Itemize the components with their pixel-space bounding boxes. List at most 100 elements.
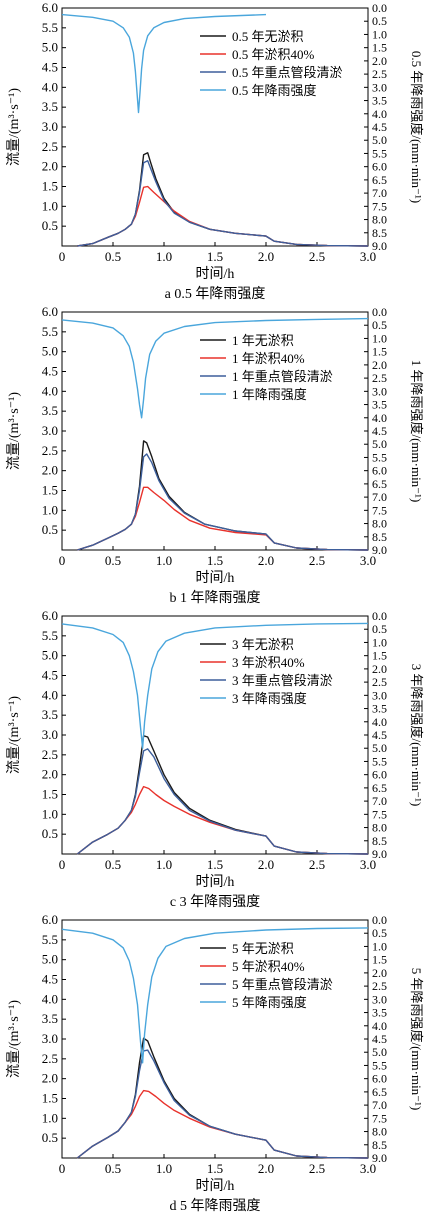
legend-label: 0.5 年无淤积 xyxy=(232,29,304,44)
y2-tick-label: 1.0 xyxy=(372,939,387,953)
y2-tick-label: 2.0 xyxy=(372,662,387,676)
y-tick-label: 4.0 xyxy=(42,991,58,1006)
y-tick-label: 3.5 xyxy=(42,707,58,722)
x-tick-label: 0.5 xyxy=(105,1161,121,1176)
series-line-3 xyxy=(76,1049,369,1159)
x-tick-label: 0 xyxy=(59,553,66,568)
y-tick-label: 2.5 xyxy=(42,747,58,762)
y2-tick-label: 5.5 xyxy=(372,146,387,160)
series-line-3 xyxy=(77,453,369,551)
y-tick-label: 0.5 xyxy=(42,522,58,537)
legend-label: 3 年降雨强度 xyxy=(232,691,307,706)
y-tick-label: 4.0 xyxy=(42,79,58,94)
y-tick-label: 2.0 xyxy=(42,767,58,782)
y2-tick-label: 6.5 xyxy=(372,477,387,491)
y2-tick-label: 9.0 xyxy=(372,239,387,253)
y-tick-label: 2.5 xyxy=(42,1051,58,1066)
y-tick-label: 3.0 xyxy=(42,727,58,742)
x-tick-label: 2.0 xyxy=(258,553,274,568)
y-tick-label: 1.5 xyxy=(42,179,58,194)
chart-panel-1: 0 0.5 1.0 1.5 2.0 2.5 3.00.51.01.52.02.53.03.5… xyxy=(6,0,424,302)
y-tick-label: 1.0 xyxy=(42,806,58,821)
x-tick-label: 0.5 xyxy=(105,249,121,264)
legend-label: 1 年重点管段清淤 xyxy=(232,369,333,384)
series-line-2 xyxy=(76,785,369,855)
y-tick-label: 5.5 xyxy=(42,932,58,947)
y2-tick-label: 0.0 xyxy=(372,609,387,623)
y2-tick-label: 5.0 xyxy=(372,1045,387,1059)
series-line-1 xyxy=(77,440,369,551)
y2-tick-label: 0.5 xyxy=(372,622,387,636)
x-tick-label: 2.5 xyxy=(309,1161,325,1176)
y2-tick-label: 5.5 xyxy=(372,754,387,768)
y2-tick-label: 3.5 xyxy=(372,94,387,108)
y2-tick-label: 5.0 xyxy=(372,437,387,451)
x-axis-title: 时间/h xyxy=(196,1178,235,1194)
series-line-4 xyxy=(61,317,369,419)
y2-tick-label: 0.0 xyxy=(372,913,387,927)
y2-tick-label: 4.0 xyxy=(372,1019,387,1033)
y2-tick-label: 9.0 xyxy=(372,543,387,557)
y-tick-label: 5.0 xyxy=(42,344,58,359)
y-tick-label: 2.5 xyxy=(42,139,58,154)
x-tick-label: 3.0 xyxy=(360,1161,376,1176)
y2-tick-label: 1.5 xyxy=(372,41,387,55)
y-tick-label: 0.5 xyxy=(42,826,58,841)
y2-tick-label: 2.0 xyxy=(372,54,387,68)
y-tick-label: 1.0 xyxy=(42,1110,58,1125)
x-tick-label: 2.5 xyxy=(309,249,325,264)
y-tick-label: 6.0 xyxy=(42,608,58,623)
series-line-4 xyxy=(61,927,369,1064)
series-line-1 xyxy=(76,1037,369,1159)
y2-tick-label: 6.0 xyxy=(372,768,387,782)
y-tick-label: 3.5 xyxy=(42,403,58,418)
y2-tick-label: 9.0 xyxy=(372,847,387,861)
plot-frame xyxy=(61,7,369,247)
y-tick-label: 4.5 xyxy=(42,364,58,379)
y2-tick-label: 0.5 xyxy=(372,14,387,28)
y-tick-label: 0.5 xyxy=(42,1130,58,1145)
y2-tick-label: 8.0 xyxy=(372,517,387,531)
y-tick-label: 1.5 xyxy=(42,1091,58,1106)
x-tick-label: 1.0 xyxy=(156,249,172,264)
series-line-2 xyxy=(77,486,369,551)
y2-tick-label: 6.0 xyxy=(372,464,387,478)
chart-panel-2: 0 0.5 1.0 1.5 2.0 2.5 3.00.51.01.52.02.53.03.5… xyxy=(6,304,424,606)
x-tick-label: 0.5 xyxy=(105,857,121,872)
x-tick-label: 2.0 xyxy=(258,249,274,264)
y-tick-label: 4.5 xyxy=(42,60,58,75)
y-tick-label: 5.5 xyxy=(42,628,58,643)
y2-tick-label: 1.5 xyxy=(372,345,387,359)
y2-tick-label: 4.0 xyxy=(372,715,387,729)
y2-tick-label: 7.5 xyxy=(372,1111,387,1125)
y2-tick-label: 9.0 xyxy=(372,1151,387,1165)
y2-axis-title: 3 年降雨强度/(mm·min⁻¹) xyxy=(409,664,424,807)
series-line-2 xyxy=(76,1089,369,1159)
y2-tick-label: 5.0 xyxy=(372,133,387,147)
y2-tick-label: 3.0 xyxy=(372,992,387,1006)
legend-label: 0.5 年淤积40% xyxy=(232,47,315,62)
y2-tick-label: 0.0 xyxy=(372,305,387,319)
legend-label: 5 年无淤积 xyxy=(232,941,294,956)
panel-caption: c 3 年降雨强度 xyxy=(170,894,260,910)
y-tick-label: 4.5 xyxy=(42,668,58,683)
y2-axis-title: 5 年降雨强度/(mm·min⁻¹) xyxy=(409,968,424,1111)
y-tick-label: 6.0 xyxy=(42,912,58,927)
series-line-1 xyxy=(76,735,369,855)
y-tick-label: 1.0 xyxy=(42,198,58,213)
y2-tick-label: 7.0 xyxy=(372,186,387,200)
legend-label: 3 年淤积40% xyxy=(232,655,305,670)
y-tick-label: 2.5 xyxy=(42,443,58,458)
y-tick-label: 6.0 xyxy=(42,0,58,15)
y2-tick-label: 4.5 xyxy=(372,120,387,134)
y2-tick-label: 7.5 xyxy=(372,199,387,213)
plot-frame xyxy=(61,311,369,551)
y2-tick-label: 8.5 xyxy=(372,1138,387,1152)
legend-label: 0.5 年重点管段清淤 xyxy=(232,65,343,80)
panel-caption: a 0.5 年降雨强度 xyxy=(165,286,266,302)
x-tick-label: 0.5 xyxy=(105,553,121,568)
y2-axis-title: 1 年降雨强度/(mm·min⁻¹) xyxy=(409,360,424,503)
y2-tick-label: 3.5 xyxy=(372,702,387,716)
legend-label: 1 年降雨强度 xyxy=(232,387,307,402)
y2-tick-label: 3.5 xyxy=(372,1006,387,1020)
